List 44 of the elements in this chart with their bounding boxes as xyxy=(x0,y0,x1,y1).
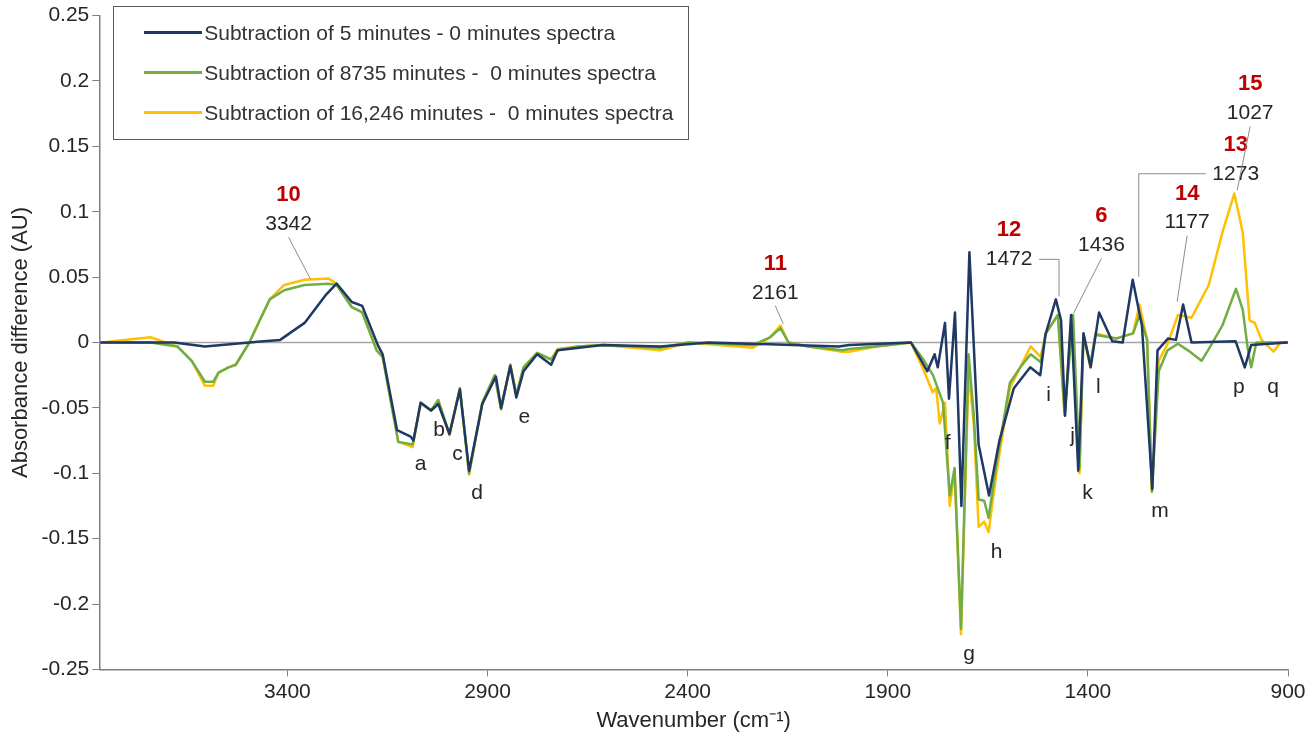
y-tick-label: 0.2 xyxy=(60,67,90,91)
annotation: e xyxy=(518,404,531,428)
y-tick-label: 0.15 xyxy=(48,133,90,157)
annotation: p xyxy=(1232,374,1245,398)
x-tick-label: 1400 xyxy=(1064,678,1112,702)
annotation: 13 1273 xyxy=(1212,130,1260,184)
annotation: 15 1027 xyxy=(1226,70,1274,124)
y-tick-label: 0 xyxy=(77,329,90,353)
annotation: q xyxy=(1267,374,1280,398)
annotation: d xyxy=(471,480,483,504)
annotation: f xyxy=(944,430,951,454)
annotation: l xyxy=(1095,374,1101,398)
annotation: c xyxy=(452,440,463,464)
x-tick-label: 3400 xyxy=(264,678,311,702)
annotation: i xyxy=(1046,381,1051,405)
annotation: k xyxy=(1082,480,1094,504)
y-tick-label: 0.05 xyxy=(48,263,90,287)
y-tick-label: -0.1 xyxy=(53,460,90,484)
legend-label: Subtraction of 8735 minutes - 0 minutes spectra xyxy=(204,60,656,85)
annotation: 6 1436 xyxy=(1078,202,1125,256)
y-tick-label: 0.1 xyxy=(60,198,90,222)
y-tick-label: -0.15 xyxy=(41,525,90,549)
y-tick-label: -0.2 xyxy=(53,590,90,614)
annotation: g xyxy=(963,640,975,664)
x-tick-label: 900 xyxy=(1270,678,1306,702)
annotation: 12 1472 xyxy=(985,216,1033,270)
x-tick-label: 2900 xyxy=(464,678,511,702)
annotation: j xyxy=(1069,422,1075,446)
annotation: b xyxy=(433,417,445,441)
x-axis-title: Wavenumber (cm⁻¹) xyxy=(596,706,791,732)
annotation: 10 3342 xyxy=(265,181,312,235)
annotation: h xyxy=(990,538,1003,562)
y-tick-label: -0.25 xyxy=(41,656,90,680)
y-axis-title: Absorbance difference (AU) xyxy=(7,206,33,479)
y-tick-label: -0.05 xyxy=(41,394,90,418)
x-tick-label: 1900 xyxy=(864,678,912,702)
legend-label: Subtraction of 5 minutes - 0 minutes spectra xyxy=(204,20,616,45)
annotation: 14 1177 xyxy=(1164,179,1210,233)
y-tick-label: 0.25 xyxy=(48,2,90,26)
legend-label: Subtraction of 16,246 minutes - 0 minutes spectra xyxy=(204,100,674,125)
annotation: a xyxy=(414,451,427,475)
annotation: 11 2161 xyxy=(751,249,799,303)
annotation: m xyxy=(1151,498,1169,522)
x-tick-label: 2400 xyxy=(664,678,711,702)
